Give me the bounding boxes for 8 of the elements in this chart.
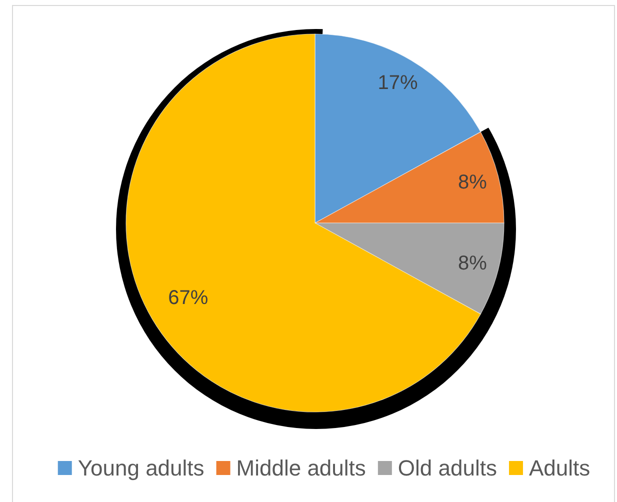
legend-label: Middle adults bbox=[236, 456, 366, 480]
legend-label: Young adults bbox=[78, 456, 204, 480]
data-label: 17% bbox=[378, 72, 418, 94]
data-label: 8% bbox=[458, 252, 488, 274]
legend-label: Adults bbox=[528, 456, 590, 480]
legend-label: Old adults bbox=[398, 456, 497, 480]
data-label: 8% bbox=[458, 172, 488, 194]
data-label: 67% bbox=[168, 287, 208, 310]
